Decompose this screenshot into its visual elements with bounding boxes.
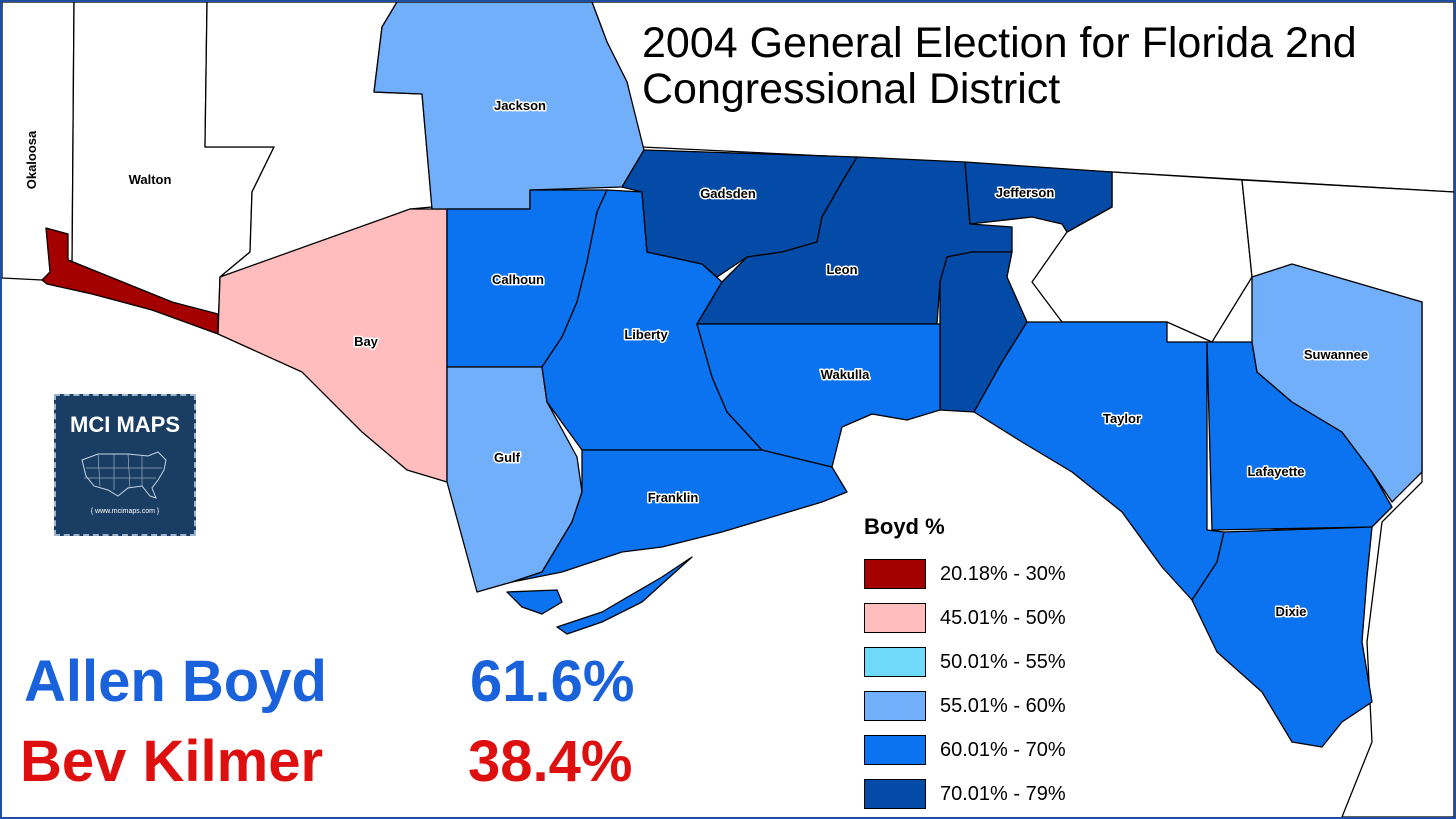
- label-calhoun: Calhoun: [492, 272, 544, 287]
- label-bay: Bay: [354, 334, 379, 349]
- county-taylor: [973, 321, 1225, 601]
- legend-label: 45.01% - 50%: [940, 606, 1066, 629]
- legend: Boyd % 20.18% - 30% 45.01% - 50% 50.01% - …: [864, 514, 1066, 816]
- legend-title: Boyd %: [864, 514, 945, 539]
- legend-item: 55.01% - 60%: [864, 684, 1066, 728]
- result-pct-boyd: 61.6%: [470, 649, 635, 714]
- logo-url: { www.mcimaps.com }: [90, 508, 160, 515]
- label-suwannee: Suwannee: [1304, 347, 1368, 362]
- result-name-kilmer: Bev Kilmer: [20, 729, 324, 794]
- label-gadsden: Gadsden: [700, 186, 756, 201]
- result-name-boyd: Allen Boyd: [24, 649, 327, 714]
- legend-label: 50.01% - 55%: [940, 650, 1066, 673]
- mci-maps-logo: MCI MAPS { www.mcimaps.com }: [54, 394, 196, 536]
- us-map-icon: [81, 451, 167, 499]
- label-dixie: Dixie: [1275, 604, 1306, 619]
- label-gulf: Gulf: [494, 450, 521, 465]
- legend-swatch: [864, 691, 926, 721]
- legend-swatch: [864, 647, 926, 677]
- label-jefferson: Jefferson: [996, 185, 1055, 200]
- legend-label: 60.01% - 70%: [940, 738, 1066, 761]
- county-jefferson-south: [939, 251, 1028, 413]
- map-title: 2004 General Election for Florida 2nd Co…: [642, 20, 1357, 112]
- logo-text: MCI MAPS: [70, 412, 180, 437]
- county-franklin-island-2: [556, 556, 693, 635]
- legend-item: 50.01% - 55%: [864, 640, 1066, 684]
- legend-item: 60.01% - 70%: [864, 728, 1066, 772]
- legend-label: 55.01% - 60%: [940, 694, 1066, 717]
- legend-items: 20.18% - 30% 45.01% - 50% 50.01% - 55% 55.0…: [864, 552, 1066, 816]
- county-bay: [217, 208, 448, 483]
- label-franklin: Franklin: [648, 490, 699, 505]
- county-franklin-island: [506, 589, 563, 615]
- county-franklin: [511, 449, 848, 583]
- label-okaloosa: Okaloosa: [24, 130, 39, 189]
- result-pct-kilmer: 38.4%: [468, 729, 633, 794]
- label-liberty: Liberty: [624, 327, 668, 342]
- legend-swatch: [864, 779, 926, 809]
- label-walton: Walton: [129, 172, 172, 187]
- title-line-2: Congressional District: [642, 65, 1061, 113]
- county-walton-coast: [41, 227, 219, 335]
- county-wakulla: [696, 323, 941, 468]
- legend-swatch: [864, 559, 926, 589]
- legend-item: 20.18% - 30%: [864, 552, 1066, 596]
- label-lafayette: Lafayette: [1247, 464, 1304, 479]
- county-dixie: [1191, 526, 1373, 748]
- legend-swatch: [864, 603, 926, 633]
- label-wakulla: Wakulla: [821, 367, 870, 382]
- label-taylor: Taylor: [1103, 411, 1141, 426]
- legend-item: 45.01% - 50%: [864, 596, 1066, 640]
- county-suwannee: [1251, 263, 1423, 503]
- label-leon: Leon: [826, 262, 857, 277]
- title-line-1: 2004 General Election for Florida 2nd: [642, 19, 1357, 67]
- legend-swatch: [864, 735, 926, 765]
- label-jackson: Jackson: [494, 98, 546, 113]
- county-jefferson: [964, 161, 1113, 233]
- legend-item: 70.01% - 79%: [864, 772, 1066, 816]
- legend-label: 70.01% - 79%: [940, 782, 1066, 805]
- legend-label: 20.18% - 30%: [940, 562, 1066, 585]
